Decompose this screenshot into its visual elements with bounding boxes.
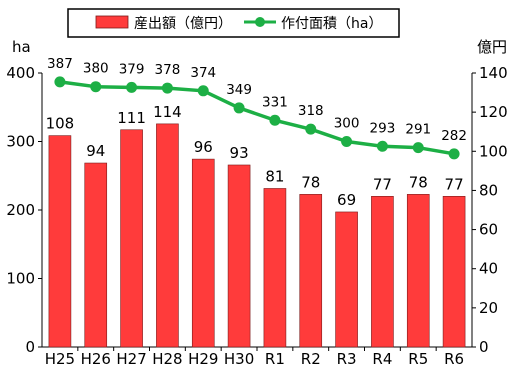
x-tick-label: R1 (265, 350, 285, 368)
bar-value-label: 69 (337, 191, 356, 209)
bar (442, 196, 466, 348)
line-value-label: 282 (441, 128, 467, 144)
x-tick-label: R5 (408, 350, 428, 368)
bar-value-label: 81 (265, 167, 284, 185)
bar (263, 188, 287, 348)
x-tick-label: R2 (301, 350, 321, 368)
x-tick-label: H29 (188, 350, 218, 368)
bar (406, 194, 430, 348)
line-value-label: 291 (405, 122, 431, 138)
line-value-label: 293 (370, 120, 396, 136)
line-point (54, 76, 66, 88)
left-tick-label: 300 (6, 133, 35, 151)
x-tick-label: H30 (224, 350, 254, 368)
left-tick-label: 200 (6, 201, 35, 219)
bar-value-label: 111 (117, 109, 146, 127)
line-value-label: 379 (119, 61, 145, 77)
left-axis-unit: ha (12, 38, 31, 56)
line-point (305, 123, 317, 135)
right-tick-label: 80 (479, 181, 498, 199)
line-point (90, 81, 102, 93)
right-tick-label: 0 (479, 338, 489, 356)
right-tick-label: 60 (479, 221, 498, 239)
bar-value-label: 77 (445, 175, 464, 193)
legend-swatch-bar (95, 15, 129, 29)
x-tick-label: H27 (116, 350, 146, 368)
line-value-label: 300 (334, 116, 360, 132)
line-point (448, 148, 460, 160)
line-point (376, 140, 388, 152)
right-tick-label: 120 (479, 103, 508, 121)
right-tick-label: 100 (479, 142, 508, 160)
bar-value-label: 96 (194, 138, 213, 156)
legend: 産出額（億円） 作付面積（ha） (67, 8, 400, 38)
bar-value-label: 94 (86, 142, 105, 160)
x-tick-label: H25 (45, 350, 75, 368)
bar-value-label: 93 (230, 144, 249, 162)
line-value-label: 349 (226, 82, 252, 98)
line-value-label: 331 (262, 94, 288, 110)
right-axis-unit: 億円 (477, 38, 507, 56)
legend-label-bar: 産出額（億円） (134, 16, 232, 32)
line-value-label: 387 (47, 56, 73, 72)
line-point (233, 102, 245, 114)
bar-series (48, 123, 466, 348)
left-tick-label: 100 (6, 270, 35, 288)
x-tick-label: R6 (444, 350, 464, 368)
line-point (341, 136, 353, 147)
bar-value-label: 78 (409, 173, 428, 191)
bar-value-label: 78 (301, 173, 320, 191)
left-tick-label: 400 (6, 64, 35, 82)
bar-value-label: 77 (373, 175, 392, 193)
bar (371, 196, 394, 348)
data-labels: 108 94 111 114 96 93 81 78 69 77 78 77 387 380 379 378 3… (46, 56, 467, 209)
line-series (54, 76, 460, 160)
bar (299, 194, 323, 348)
x-tick-label: H26 (81, 350, 111, 368)
bar (84, 162, 108, 348)
bar (335, 211, 358, 348)
x-tick-label: R3 (337, 350, 357, 368)
left-tick-label: 0 (25, 338, 35, 356)
bar (191, 158, 215, 348)
bar (227, 164, 251, 348)
line-point (126, 81, 138, 93)
x-tick-label: H28 (152, 350, 182, 368)
bar (120, 129, 143, 348)
legend-label-line: 作付面積（ha） (281, 16, 382, 32)
bar-value-label: 108 (46, 115, 75, 133)
right-tick-label: 140 (479, 64, 508, 82)
line-point (269, 114, 281, 126)
legend-swatch-marker (255, 17, 265, 27)
line-value-label: 374 (190, 65, 216, 81)
line-point (412, 142, 424, 154)
line-value-label: 380 (83, 61, 109, 77)
bar (156, 123, 179, 348)
right-tick-label: 40 (479, 260, 498, 278)
bar-value-label: 114 (153, 103, 182, 121)
x-tick-label: R4 (372, 350, 392, 368)
right-tick-label: 20 (479, 299, 498, 317)
axes: 0 100 200 300 400 0 20 40 60 80 100 120 140 H25 H26 H27… (6, 64, 507, 368)
line-value-label: 318 (298, 103, 324, 119)
line-path (59, 80, 455, 156)
line-point (197, 85, 209, 97)
line-point (161, 82, 173, 94)
line-value-label: 378 (155, 62, 181, 78)
bar (48, 135, 72, 348)
